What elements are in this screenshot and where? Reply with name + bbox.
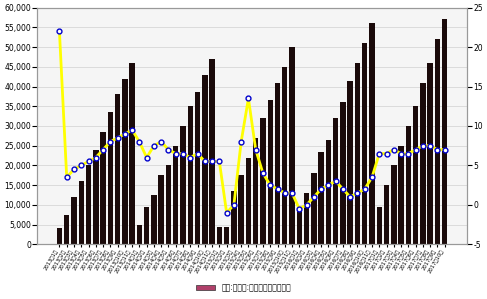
Bar <box>173 146 178 244</box>
Bar <box>209 59 215 244</box>
Bar <box>406 126 411 244</box>
Bar <box>187 106 193 244</box>
Bar <box>224 227 229 244</box>
Bar <box>289 47 295 244</box>
Bar <box>56 228 62 244</box>
Bar <box>151 195 157 244</box>
Bar <box>304 193 309 244</box>
Bar <box>260 118 266 244</box>
Bar <box>78 181 84 244</box>
Bar <box>122 79 128 244</box>
Bar <box>158 175 164 244</box>
Bar <box>333 118 338 244</box>
Bar <box>93 150 98 244</box>
Bar <box>100 132 106 244</box>
Bar <box>413 106 418 244</box>
Bar <box>267 100 273 244</box>
Bar <box>442 19 448 244</box>
Bar <box>376 207 382 244</box>
Bar <box>217 227 222 244</box>
Bar <box>297 211 302 244</box>
Bar <box>311 173 317 244</box>
Bar <box>340 102 346 244</box>
Bar <box>362 43 368 244</box>
Bar <box>275 83 280 244</box>
Bar <box>71 197 76 244</box>
Bar <box>195 92 200 244</box>
Bar <box>180 126 186 244</box>
Bar <box>108 112 113 244</box>
Bar <box>166 165 171 244</box>
Bar <box>64 215 70 244</box>
Bar <box>144 207 150 244</box>
Bar <box>246 158 251 244</box>
Bar <box>231 191 237 244</box>
Bar <box>239 175 244 244</box>
Bar <box>355 63 360 244</box>
Bar <box>137 225 142 244</box>
Bar <box>115 94 120 244</box>
Bar <box>435 39 440 244</box>
Bar <box>391 165 396 244</box>
Bar <box>282 67 287 244</box>
Bar <box>326 140 331 244</box>
Bar <box>398 146 404 244</box>
Bar <box>86 165 91 244</box>
Bar <box>318 152 324 244</box>
Bar <box>347 81 353 244</box>
Bar <box>384 185 389 244</box>
Bar <box>428 63 433 244</box>
Bar <box>253 138 259 244</box>
Bar <box>130 63 135 244</box>
Legend: 产量:发电量:累计値（亿千瓦时）: 产量:发电量:累计値（亿千瓦时） <box>193 280 294 295</box>
Bar <box>369 23 375 244</box>
Bar <box>202 75 207 244</box>
Bar <box>420 83 426 244</box>
